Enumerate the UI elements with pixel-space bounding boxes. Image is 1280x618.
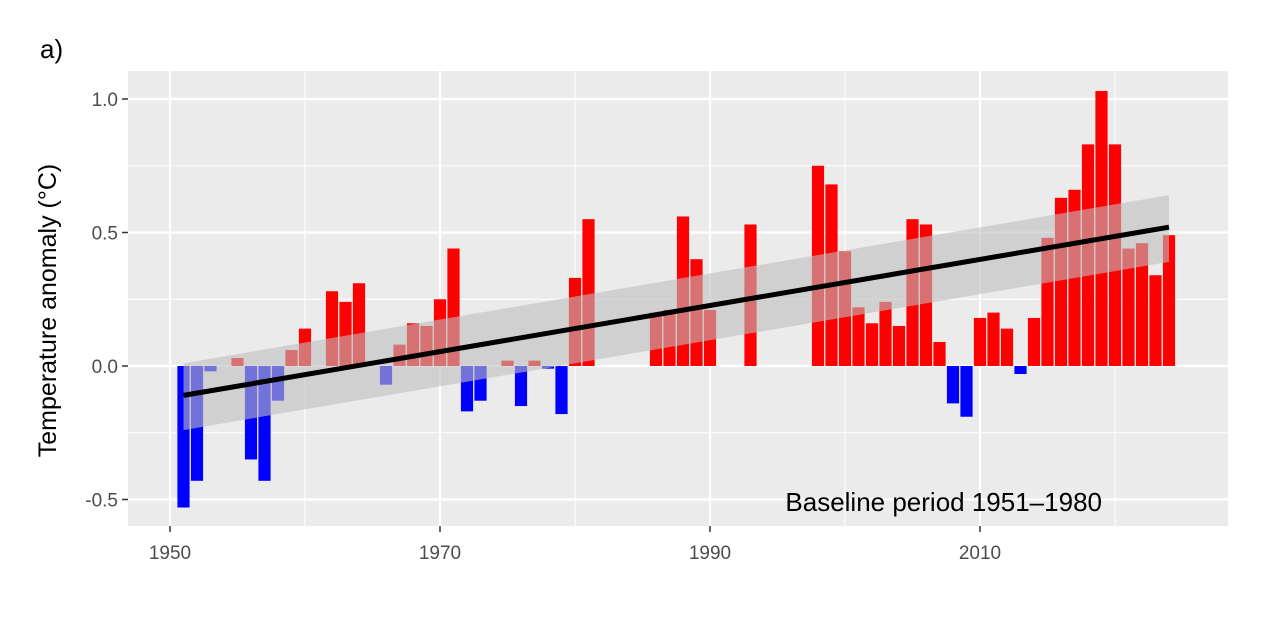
trend-line: [183, 224, 1170, 398]
x-tick-label: 1990: [689, 543, 731, 564]
bar-2011: [987, 312, 1000, 366]
bar-2001: [852, 307, 865, 366]
bar-2023: [1149, 275, 1162, 366]
x-axis-ticks: 1950 1970 1990 2010: [149, 526, 1001, 564]
bar-2014: [1027, 317, 1041, 366]
x-tick-label: 1950: [149, 543, 191, 564]
bar-2004: [892, 325, 906, 366]
bar-2007: [933, 341, 946, 366]
y-tick-label: 0.5: [92, 224, 118, 245]
bar-1976: [514, 366, 528, 407]
bar-2022: [1135, 243, 1149, 366]
bar-2009: [960, 366, 973, 417]
bar-2013: [1014, 366, 1027, 375]
bar-2008: [946, 366, 960, 404]
bar-2024: [1162, 235, 1176, 366]
baseline-annotation: Baseline period 1951–1980: [785, 487, 1102, 517]
bar-1979: [555, 366, 568, 415]
bar-2010: [973, 317, 987, 366]
x-tick-label: 1970: [419, 543, 461, 564]
y-tick-label: 0.0: [92, 357, 118, 378]
bar-2003: [879, 301, 892, 366]
y-axis-title: Temperature anomaly (°C): [34, 164, 62, 457]
y-tick-label: 1.0: [92, 90, 118, 111]
bar-2021: [1122, 248, 1135, 366]
x-tick-label: 2010: [959, 543, 1001, 564]
panel-label: a): [40, 34, 63, 64]
bar-2012: [1000, 328, 1014, 366]
y-axis-ticks: -0.5 0.0 0.5 1.0: [85, 90, 128, 512]
y-tick-label: -0.5: [85, 491, 118, 512]
bar-2002: [865, 323, 879, 366]
